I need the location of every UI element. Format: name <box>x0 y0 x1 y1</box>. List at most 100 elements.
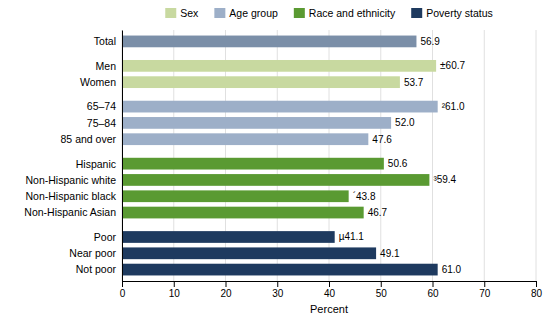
x-tick-label: 0 <box>120 288 126 299</box>
legend-swatch <box>214 8 225 18</box>
y-tick-label: Women <box>80 76 116 88</box>
plot: 0 10 20 30 40 50 60 70 80 Total Men Women 65–74 75–84… <box>24 30 542 315</box>
x-axis-line <box>123 282 537 288</box>
x-tick-mark <box>122 281 123 287</box>
data-label: ±60.7 <box>440 60 465 71</box>
y-tick-label: 65–74 <box>87 100 116 112</box>
data-label: 50.6 <box>388 158 408 169</box>
y-tick: Women <box>80 76 116 88</box>
x-tick: 50 <box>376 281 388 299</box>
y-tick-label: 75–84 <box>87 117 116 129</box>
x-tick: 70 <box>479 281 491 299</box>
y-tick-label: 85 and over <box>61 133 117 145</box>
y-tick: 85 and over <box>61 133 117 145</box>
x-tick: 0 <box>120 281 126 299</box>
legend: Sex Age group Race and ethnicity Poverty st… <box>165 7 492 19</box>
bar <box>122 76 400 88</box>
x-tick: 40 <box>324 281 336 299</box>
y-tick-label: Near poor <box>69 247 116 259</box>
x-tick-label: 30 <box>272 288 284 299</box>
legend-item: Poverty status <box>411 7 493 19</box>
x-tick: 80 <box>531 281 543 299</box>
data-label: µ41.1 <box>339 231 365 242</box>
legend-label: Poverty status <box>426 7 493 19</box>
y-tick-label: Hispanic <box>76 158 116 170</box>
y-tick-label: Non-Hispanic Asian <box>24 206 116 218</box>
bar <box>122 190 349 202</box>
bar <box>122 133 368 145</box>
bar <box>122 117 391 129</box>
grid-line <box>122 30 123 281</box>
bar <box>122 101 438 113</box>
y-tick-label: Non-Hispanic white <box>26 174 117 186</box>
y-tick: 65–74 <box>87 100 116 112</box>
x-tick: 10 <box>169 281 181 299</box>
bar <box>122 207 364 219</box>
data-label: ´43.8 <box>353 191 376 202</box>
y-tick: Non-Hispanic Asian <box>24 206 116 218</box>
x-tick-mark <box>536 281 537 287</box>
y-axis: Total Men Women 65–74 75–84 85 and over Hispan… <box>24 31 122 282</box>
y-tick: Poor <box>94 231 117 243</box>
y-tick: Non-Hispanic white <box>26 174 117 186</box>
grid-line <box>484 30 485 281</box>
y-axis-line <box>122 31 123 282</box>
data-label: 56.9 <box>420 36 440 47</box>
y-tick: Hispanic <box>76 158 116 170</box>
x-tick-mark <box>329 281 330 287</box>
legend-item: Sex <box>165 7 199 19</box>
x-tick-mark <box>226 281 227 287</box>
x-tick-label: 80 <box>531 288 543 299</box>
bar <box>122 247 376 259</box>
legend-swatch <box>294 8 305 18</box>
x-tick-label: 20 <box>220 288 232 299</box>
x-tick-label: 10 <box>169 288 181 299</box>
x-tick: 20 <box>220 281 232 299</box>
bar <box>122 60 436 72</box>
data-label: 61.0 <box>442 264 462 275</box>
x-tick-mark <box>277 281 278 287</box>
legend-swatch <box>165 8 176 18</box>
legend-label: Race and ethnicity <box>309 7 396 19</box>
legend-label: Age group <box>229 7 278 19</box>
bar <box>122 158 384 170</box>
y-tick-label: Men <box>96 60 117 72</box>
y-tick: Total <box>94 35 116 47</box>
legend-swatch <box>411 8 422 18</box>
bar <box>122 264 438 276</box>
y-tick-label: Poor <box>94 231 117 243</box>
x-axis-title: Percent <box>310 303 348 315</box>
x-tick-label: 60 <box>427 288 439 299</box>
bar <box>122 231 335 243</box>
y-tick-label: Non-Hispanic black <box>26 190 117 202</box>
data-label: ³59.4 <box>433 174 456 185</box>
x-tick-mark <box>381 281 382 287</box>
y-tick: Near poor <box>69 247 116 259</box>
legend-item: Age group <box>214 7 278 19</box>
grid <box>122 30 536 281</box>
data-label: 49.1 <box>380 248 400 259</box>
grid-line <box>536 30 537 281</box>
y-tick: 75–84 <box>87 117 116 129</box>
y-tick: Non-Hispanic black <box>26 190 117 202</box>
x-tick: 30 <box>272 281 284 299</box>
data-labels: 56.9±60.753.7²61.052.047.650.6³59.4´43.8… <box>339 36 466 275</box>
bars <box>122 36 438 276</box>
legend-item: Race and ethnicity <box>294 7 396 19</box>
x-tick-label: 40 <box>324 288 336 299</box>
x-tick-mark <box>484 281 485 287</box>
x-tick-mark <box>174 281 175 287</box>
y-tick: Men <box>96 60 117 72</box>
chart: 0 10 20 30 40 50 60 70 80 Total Men Women 65–74 75–84… <box>0 0 560 319</box>
x-tick-label: 50 <box>376 288 388 299</box>
y-tick: Not poor <box>76 263 117 275</box>
x-axis: 0 10 20 30 40 50 60 70 80 <box>120 281 543 299</box>
x-tick: 60 <box>427 281 439 299</box>
y-tick-label: Total <box>94 35 116 47</box>
data-label: 47.6 <box>372 134 392 145</box>
data-label: 53.7 <box>404 77 424 88</box>
bar <box>122 36 416 48</box>
data-label: 52.0 <box>395 117 415 128</box>
bar <box>122 174 429 186</box>
legend-label: Sex <box>180 7 199 19</box>
